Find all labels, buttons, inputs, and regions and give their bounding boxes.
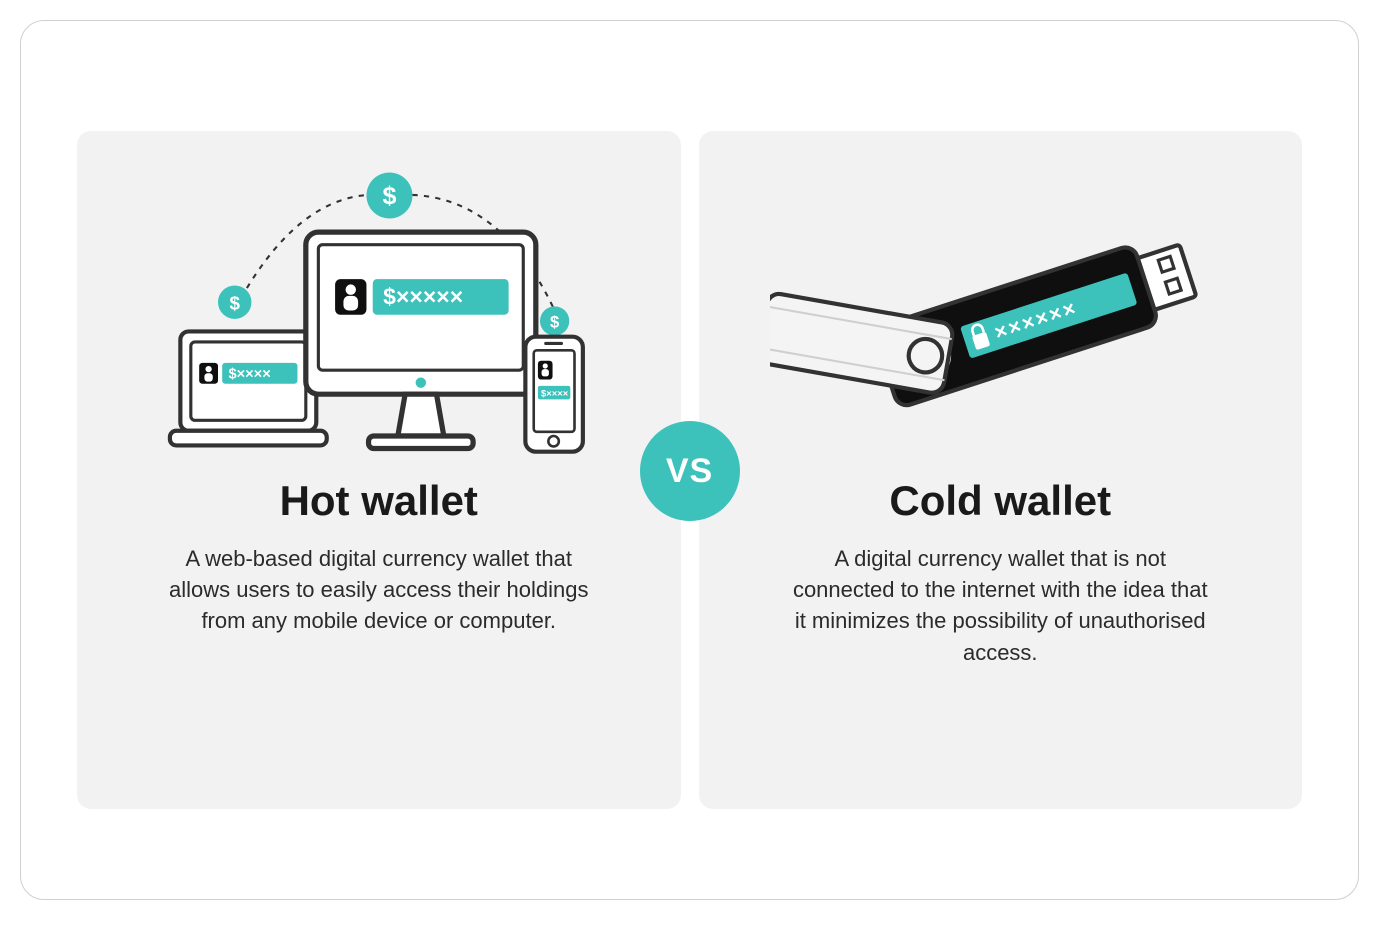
hot-wallet-svg: $ $ $ bbox=[149, 171, 609, 471]
phone-tag-text: $×××× bbox=[541, 387, 569, 398]
monitor-icon: $××××× bbox=[306, 232, 536, 448]
cold-wallet-illustration: ×××××× bbox=[749, 171, 1253, 471]
usb-swivel-icon bbox=[770, 292, 954, 395]
infographic-frame: $ $ $ bbox=[20, 20, 1359, 900]
laptop-tag-text: $×××× bbox=[228, 367, 270, 383]
hot-wallet-illustration: $ $ $ bbox=[127, 171, 631, 471]
cold-wallet-title: Cold wallet bbox=[889, 477, 1111, 525]
dollar-badge-icon: $ bbox=[540, 306, 569, 335]
cold-wallet-svg: ×××××× bbox=[770, 171, 1230, 471]
vs-badge: VS bbox=[640, 421, 740, 521]
vs-label: VS bbox=[666, 452, 713, 491]
svg-text:$: $ bbox=[550, 312, 560, 331]
hot-wallet-card: $ $ $ bbox=[77, 131, 681, 809]
phone-icon: $×××× bbox=[525, 337, 583, 452]
dollar-badge-icon: $ bbox=[366, 173, 412, 219]
cold-wallet-card: ×××××× Cold wallet A digital currency wa… bbox=[699, 131, 1303, 809]
monitor-tag-text: $××××× bbox=[383, 283, 463, 309]
hot-wallet-title: Hot wallet bbox=[280, 477, 478, 525]
svg-text:$: $ bbox=[382, 182, 396, 210]
dollar-badge-icon: $ bbox=[218, 285, 251, 318]
svg-text:$: $ bbox=[229, 293, 240, 314]
hot-wallet-description: A web-based digital currency wallet that… bbox=[164, 543, 594, 637]
cold-wallet-description: A digital currency wallet that is not co… bbox=[785, 543, 1215, 668]
comparison-cards: $ $ $ bbox=[77, 131, 1302, 809]
